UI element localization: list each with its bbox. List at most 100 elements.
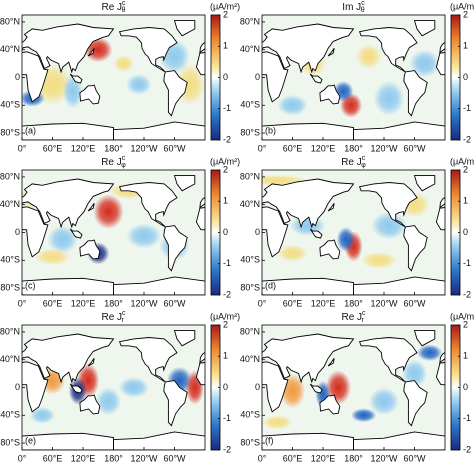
colorbar-tick-label: -1 — [223, 258, 231, 268]
y-tick-label: 40°N — [240, 199, 260, 209]
colorbar-tick-label: -2 — [223, 134, 231, 144]
y-tick-label: 0 — [15, 227, 20, 237]
colorbar-tick-label: -1 — [463, 413, 471, 423]
x-tick-label: 120°E — [311, 143, 336, 153]
title-sub: φ — [121, 162, 126, 169]
title-sup: c — [362, 310, 366, 317]
coastline — [403, 380, 428, 427]
coastline — [439, 41, 445, 54]
coastline — [439, 196, 445, 209]
coastline — [327, 48, 335, 57]
y-tick-label: 80°S — [0, 282, 20, 292]
title-sub: θ — [122, 7, 126, 14]
coastline — [173, 330, 196, 347]
colorbar-tick-label: -2 — [223, 444, 231, 454]
x-tick-label: 0° — [258, 453, 267, 463]
coastline — [309, 73, 323, 84]
y-tick-label: 0 — [255, 227, 260, 237]
coastline — [173, 175, 196, 192]
x-tick-label: 120°W — [370, 298, 398, 308]
coastline — [327, 358, 335, 367]
colorbar-tick-label: 2 — [463, 319, 468, 329]
coastline — [327, 203, 335, 212]
x-tick-label: 60°W — [403, 143, 426, 153]
map-field — [262, 170, 445, 295]
colorbar-tick-label: 1 — [223, 196, 228, 206]
colorbar-tick-label: 2 — [223, 9, 228, 19]
title-main: Re J — [101, 312, 122, 323]
y-tick-label: 40°S — [0, 100, 20, 110]
coastline — [79, 84, 101, 105]
coastline — [309, 228, 323, 239]
coastline — [262, 277, 354, 295]
colorbar-unit: (μA/m²) — [210, 156, 240, 166]
coastline — [319, 84, 341, 105]
x-tick-label: 120°E — [71, 453, 96, 463]
title-sup: c — [122, 155, 126, 162]
colorbar-tick-label: 0 — [223, 227, 228, 237]
panel-label: (b) — [265, 125, 276, 135]
coastline — [163, 225, 188, 272]
coastline — [69, 383, 83, 394]
coastline — [262, 51, 289, 103]
panel-title: Re Jc φ — [101, 155, 126, 169]
panel-label: (c) — [25, 280, 36, 290]
field-anomaly — [277, 245, 308, 262]
x-tick-label: 180° — [344, 298, 363, 308]
x-tick-label: 120°E — [311, 298, 336, 308]
coastline — [69, 73, 83, 84]
x-tick-label: 0° — [258, 143, 267, 153]
x-tick-label: 60°E — [43, 298, 63, 308]
coastline — [262, 178, 355, 229]
colorbar-tick-label: 1 — [223, 41, 228, 51]
y-tick-label: 0 — [255, 72, 260, 82]
field-anomaly — [401, 359, 428, 388]
y-tick-label: 40°N — [240, 44, 260, 54]
colorbar-tick-label: -2 — [223, 289, 231, 299]
x-tick-label: 60°E — [43, 453, 63, 463]
x-tick-label: 0° — [258, 298, 267, 308]
title-main: Re J — [101, 2, 122, 13]
field-anomaly — [373, 80, 405, 116]
field-anomaly — [368, 387, 400, 416]
y-tick-label: 80°S — [240, 437, 260, 447]
colorbar-tick-label: 2 — [463, 9, 468, 19]
x-tick-label: 60°W — [163, 453, 186, 463]
title-main: Re J — [101, 157, 122, 168]
coastline — [195, 52, 205, 76]
y-tick-label: 40°S — [240, 410, 260, 420]
coastline — [262, 206, 289, 258]
field-anomaly — [126, 223, 162, 249]
coastline — [262, 333, 355, 384]
coastline — [79, 239, 101, 260]
colorbar-tick-label: -1 — [223, 413, 231, 423]
x-tick-label: 120°E — [71, 143, 96, 153]
map-panel: Re Jc φ (c) 80°N 40°N 0 40°S 80°S 0° 60°E 120°E 180… — [0, 155, 240, 309]
title-sub: r — [122, 317, 125, 324]
colorbar-tick-label: 1 — [463, 351, 468, 361]
coastline — [403, 70, 428, 117]
map-field — [262, 325, 445, 450]
colorbar-tick-label: 2 — [463, 164, 468, 174]
y-tick-label: 40°N — [0, 44, 20, 54]
y-tick-label: 80°S — [0, 127, 20, 137]
coastline — [163, 380, 188, 427]
x-tick-label: 180° — [104, 143, 123, 153]
y-tick-label: 80°N — [0, 16, 20, 26]
y-tick-label: 40°S — [240, 100, 260, 110]
y-tick-label: 80°N — [240, 326, 260, 336]
coastline — [22, 178, 115, 229]
field-anomaly — [277, 94, 308, 116]
colorbar-unit: (μA/m²) — [450, 156, 474, 166]
coastline — [413, 20, 436, 37]
x-tick-label: 120°W — [130, 143, 158, 153]
field-anomaly — [417, 344, 443, 362]
map-field — [262, 15, 445, 140]
coastline — [118, 27, 178, 73]
y-tick-label: 40°S — [0, 255, 20, 265]
y-tick-label: 80°S — [0, 437, 20, 447]
coastline — [87, 358, 95, 367]
field-anomaly — [47, 225, 78, 254]
coastline — [22, 206, 49, 258]
coastline — [353, 431, 445, 450]
